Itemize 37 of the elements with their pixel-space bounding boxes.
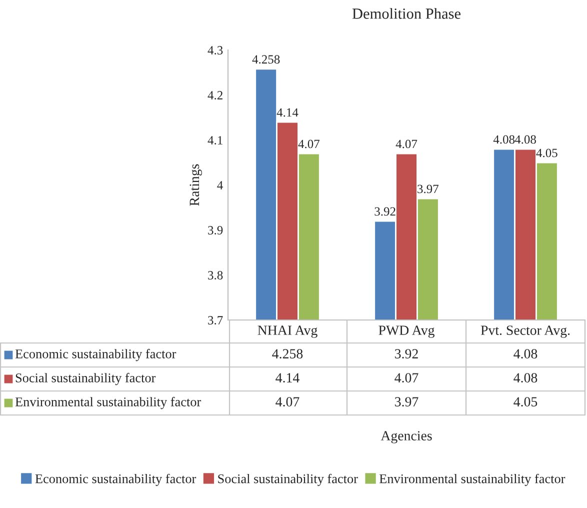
annotation: 4.14	[276, 108, 298, 117]
data-label: 4.05	[514, 397, 538, 407]
annotation: 4.07	[396, 140, 418, 148]
annotation: 3.97	[418, 184, 438, 194]
data-label: 3.92	[395, 349, 418, 359]
data-label: 4.14	[276, 373, 300, 383]
annotation: 4.08	[514, 135, 536, 144]
y-axis-title: Ratings	[190, 164, 202, 206]
data-label: 4.258	[272, 349, 303, 359]
legend-label: Economic sustainability factor	[35, 474, 196, 486]
legend-label: Environmental sustainability factor	[379, 474, 566, 486]
data-label: 4.08	[514, 373, 538, 383]
text: Economic sustainability factor	[15, 348, 176, 362]
text: Agencies	[380, 431, 432, 444]
data-label: 4.07	[394, 373, 418, 383]
x-tick-label: Pvt. Sector Avg.	[480, 326, 570, 338]
annotation: 4.07	[298, 140, 320, 148]
y-tick-label: 3.9	[208, 226, 223, 235]
text: Social sustainability factor	[16, 372, 156, 386]
x-tick-label: PWD Avg	[378, 326, 434, 338]
y-tick-label: 4	[217, 181, 223, 190]
legend-label: Social sustainability factor	[218, 474, 358, 486]
y-tick-label: 3.7	[208, 316, 223, 325]
chart-title: Demolition Phase	[352, 8, 460, 19]
y-tick-label: 4.1	[208, 136, 222, 145]
y-tick-label: 3.8	[208, 271, 223, 280]
data-label: 4.08	[514, 349, 538, 359]
annotation: 4.05	[536, 148, 558, 158]
data-label: 3.97	[395, 397, 418, 407]
annotation: 4.08	[493, 135, 515, 144]
x-tick-label: NHAI Avg	[258, 326, 318, 338]
text: Environmental sustainability factor	[15, 396, 202, 410]
data-label: 4.07	[276, 397, 300, 407]
y-tick-label: 4.2	[208, 91, 222, 100]
annotation: 4.258	[252, 55, 280, 64]
y-tick-label: 4.3	[208, 46, 223, 55]
annotation: 3.92	[374, 207, 396, 216]
